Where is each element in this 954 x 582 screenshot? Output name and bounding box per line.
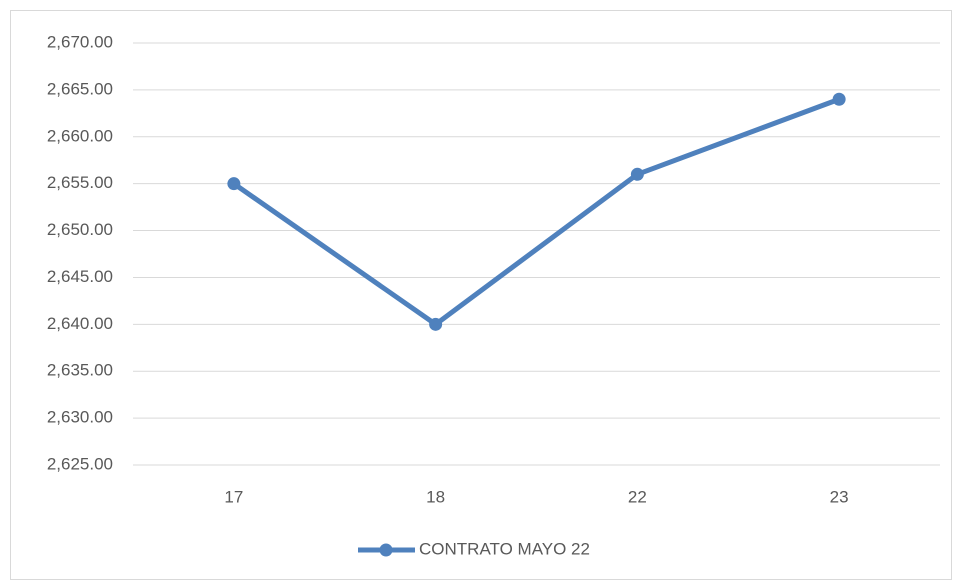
data-point	[227, 177, 241, 191]
x-tick-label: 17	[224, 487, 243, 506]
legend-marker	[379, 543, 393, 557]
y-tick-label: 2,630.00	[47, 408, 113, 427]
y-tick-label: 2,660.00	[47, 126, 113, 145]
chart-border	[10, 10, 952, 580]
y-tick-label: 2,635.00	[47, 361, 113, 380]
x-tick-label: 22	[628, 487, 647, 506]
x-tick-label: 23	[830, 487, 849, 506]
y-tick-label: 2,655.00	[47, 173, 113, 192]
y-tick-label: 2,645.00	[47, 267, 113, 286]
data-point	[630, 167, 644, 181]
y-tick-label: 2,640.00	[47, 314, 113, 333]
y-tick-label: 2,670.00	[47, 32, 113, 51]
data-point	[832, 92, 846, 106]
legend-label: CONTRATO MAYO 22	[419, 539, 590, 558]
data-point	[429, 317, 443, 331]
x-tick-label: 18	[426, 487, 445, 506]
series-line	[232, 96, 840, 327]
y-tick-label: 2,665.00	[47, 79, 113, 98]
y-tick-label: 2,625.00	[47, 454, 113, 473]
y-tick-label: 2,650.00	[47, 220, 113, 239]
